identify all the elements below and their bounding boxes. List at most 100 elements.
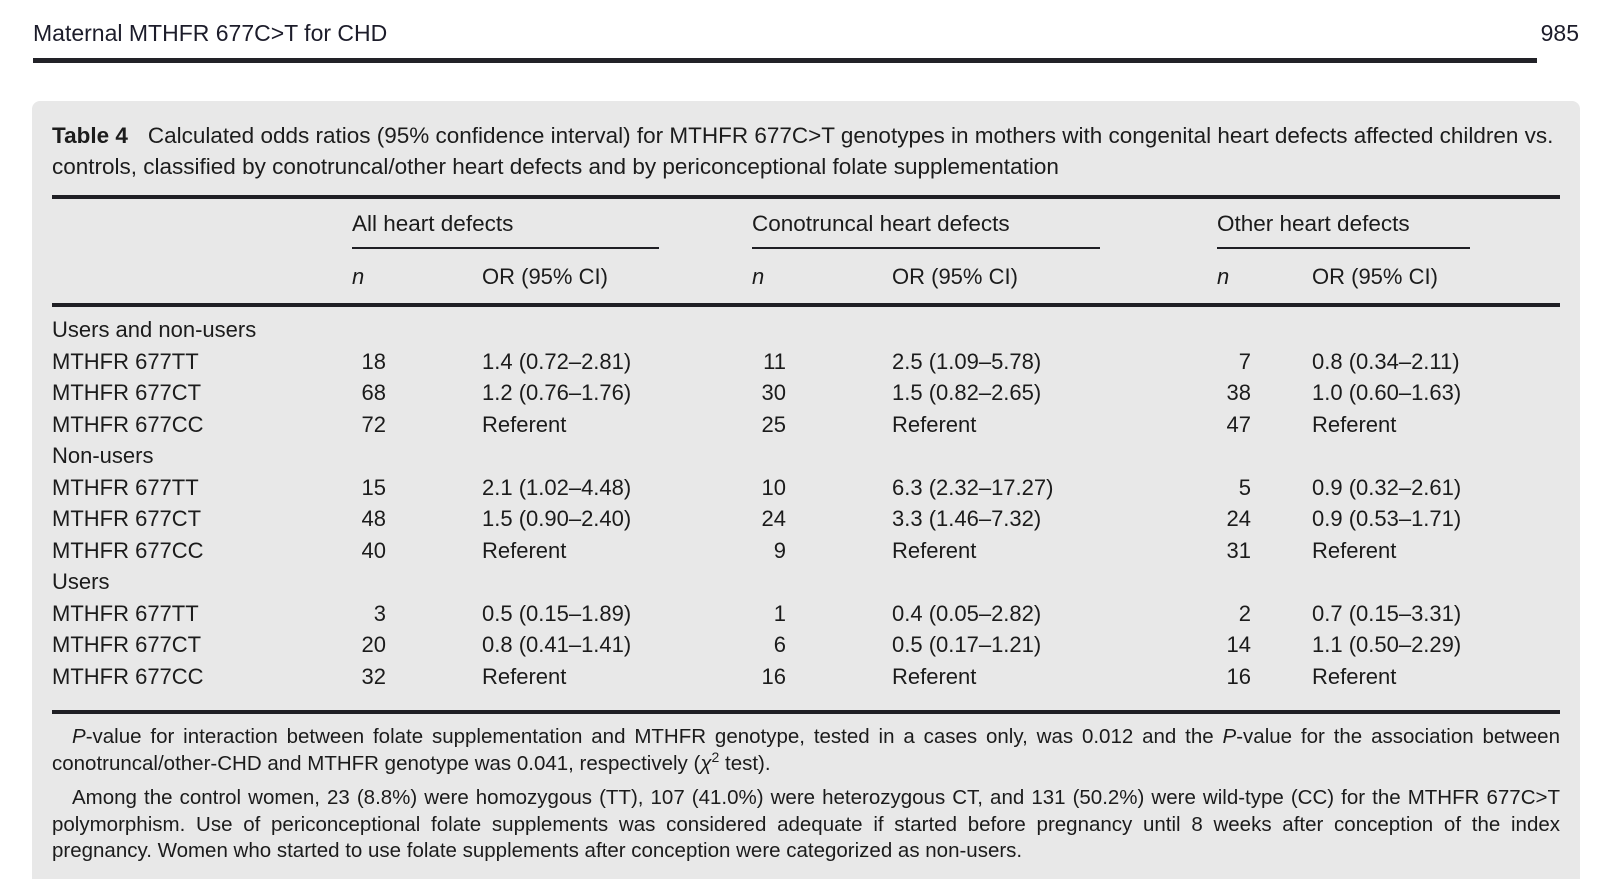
- cell-or-all: Referent: [482, 663, 567, 689]
- cell-or-all: 2.1 (1.02–4.48): [482, 474, 632, 500]
- cell-or-other: 0.7 (0.15–3.31): [1312, 600, 1462, 626]
- chi-superscript: 2: [711, 748, 720, 765]
- cell-n-other: 47: [1226, 411, 1251, 437]
- header-or-other: OR (95% CI): [1312, 264, 1438, 289]
- cell-n-all: 18: [361, 348, 386, 374]
- cell-or-all: 1.5 (0.90–2.40): [482, 506, 632, 531]
- header-n-conotruncal: n: [752, 264, 765, 289]
- cell-or-other: 1.1 (0.50–2.29): [1312, 632, 1462, 657]
- empty-corner-cell: [52, 197, 352, 249]
- column-group-header-row: All heart defects Conotruncal heart defe…: [52, 197, 1560, 249]
- group-label: Users and non-users: [52, 317, 257, 342]
- cell-n-conotruncal: 30: [761, 380, 786, 405]
- cell-or-all: 0.5 (0.15–1.89): [482, 600, 632, 626]
- header-or-all: OR (95% CI): [482, 264, 608, 289]
- cell-or-other: 0.9 (0.53–1.71): [1312, 506, 1462, 531]
- cell-or-all: Referent: [482, 537, 567, 563]
- header-n-other: n: [1217, 264, 1230, 289]
- table-row: MTHFR 677TT 18 1.4 (0.72–2.81) 11 2.5 (1…: [52, 346, 1560, 378]
- row-label: MTHFR 677CC: [52, 411, 204, 437]
- running-head-title: Maternal MTHFR 677C>T for CHD: [33, 20, 388, 46]
- cell-n-other: 31: [1226, 537, 1251, 563]
- cell-n-all: 72: [361, 411, 386, 437]
- italic-p: P: [72, 725, 86, 748]
- cell-n-all: 40: [361, 537, 386, 563]
- cell-n-other: 7: [1238, 348, 1251, 374]
- group-header-row-users-and-non-users: Users and non-users: [52, 305, 1560, 346]
- cell-n-all: 32: [361, 663, 386, 689]
- cell-or-conotruncal: 1.5 (0.82–2.65): [892, 380, 1042, 405]
- running-header: Maternal MTHFR 677C>T for CHD 985: [0, 0, 1612, 47]
- cell-or-conotruncal: 0.4 (0.05–2.82): [892, 600, 1042, 626]
- cell-n-other: 38: [1226, 380, 1251, 405]
- cell-n-conotruncal: 24: [761, 506, 786, 531]
- row-label: MTHFR 677CC: [52, 537, 204, 563]
- cell-n-conotruncal: 25: [761, 411, 786, 437]
- cell-or-other: 0.8 (0.34–2.11): [1312, 348, 1460, 374]
- row-label: MTHFR 677TT: [52, 348, 199, 374]
- cell-n-other: 14: [1226, 632, 1251, 657]
- table-row: MTHFR 677CC 40 Referent 9 Referent 31 Re…: [52, 535, 1560, 567]
- row-label: MTHFR 677TT: [52, 600, 199, 626]
- cell-n-other: 2: [1238, 600, 1251, 626]
- row-label: MTHFR 677CT: [52, 380, 202, 405]
- header-rule: [33, 58, 1537, 63]
- cell-or-other: 1.0 (0.60–1.63): [1312, 380, 1462, 405]
- group-label: Users: [52, 569, 110, 594]
- table-row: MTHFR 677CT 48 1.5 (0.90–2.40) 24 3.3 (1…: [52, 503, 1560, 535]
- cell-or-conotruncal: Referent: [892, 537, 977, 563]
- cell-or-all: 1.4 (0.72–2.81): [482, 348, 632, 374]
- cell-or-all: Referent: [482, 411, 567, 437]
- table-caption-text: Calculated odds ratios (95% confidence i…: [52, 123, 1554, 179]
- cell-or-conotruncal: 6.3 (2.32–17.27): [892, 474, 1054, 500]
- cell-or-conotruncal: 2.5 (1.09–5.78): [892, 348, 1042, 374]
- column-group-conotruncal: Conotruncal heart defects: [752, 197, 1217, 249]
- page-number: 985: [1540, 20, 1579, 46]
- footnote-pvalue: P-value for interaction between folate s…: [52, 725, 1560, 775]
- row-label: MTHFR 677CT: [52, 632, 202, 657]
- cell-or-conotruncal: Referent: [892, 411, 977, 437]
- group-header-row-users: Users: [52, 566, 1560, 598]
- footnote-controls: Among the control women, 23 (8.8%) were …: [52, 786, 1560, 862]
- row-label: MTHFR 677CC: [52, 663, 204, 689]
- cell-n-conotruncal: 1: [773, 600, 786, 626]
- table-panel: Table 4 Calculated odds ratios (95% confi…: [32, 101, 1580, 879]
- cell-n-all: 15: [361, 474, 386, 500]
- empty-corner-cell: [52, 249, 352, 305]
- column-group-other: Other heart defects: [1217, 197, 1560, 249]
- table-footnotes: P-value for interaction between folate s…: [52, 724, 1560, 865]
- cell-or-other: Referent: [1312, 411, 1397, 437]
- cell-n-all: 20: [361, 632, 386, 657]
- italic-p: P: [1222, 725, 1237, 748]
- cell-or-other: Referent: [1312, 663, 1397, 689]
- cell-n-all: 3: [373, 600, 386, 626]
- table-caption: Table 4 Calculated odds ratios (95% confi…: [52, 120, 1560, 182]
- cell-or-all: 0.8 (0.41–1.41): [482, 632, 632, 657]
- row-label: MTHFR 677TT: [52, 474, 199, 500]
- column-group-all: All heart defects: [352, 197, 752, 249]
- odds-ratio-table: All heart defects Conotruncal heart defe…: [52, 195, 1561, 714]
- cell-or-other: 0.9 (0.32–2.61): [1312, 474, 1462, 500]
- cell-or-conotruncal: 3.3 (1.46–7.32): [892, 506, 1042, 531]
- chi-symbol: χ: [700, 751, 712, 775]
- cell-or-conotruncal: Referent: [892, 663, 977, 689]
- table-row: MTHFR 677TT 15 2.1 (1.02–4.48) 10 6.3 (2…: [52, 472, 1560, 504]
- header-n-all: n: [352, 264, 365, 289]
- sub-header-row: n OR (95% CI) n OR (95% CI) n OR (95% CI…: [52, 249, 1561, 305]
- cell-n-conotruncal: 16: [761, 663, 786, 689]
- row-label: MTHFR 677CT: [52, 506, 202, 531]
- cell-n-other: 5: [1238, 474, 1251, 500]
- group-header-row-non-users: Non-users: [52, 440, 1560, 472]
- cell-n-conotruncal: 10: [761, 474, 786, 500]
- cell-or-conotruncal: 0.5 (0.17–1.21): [892, 632, 1042, 657]
- cell-n-other: 24: [1226, 506, 1251, 531]
- table-row: MTHFR 677CC 72 Referent 25 Referent 47 R…: [52, 409, 1560, 441]
- table-row: MTHFR 677CT 20 0.8 (0.41–1.41) 6 0.5 (0.…: [52, 629, 1560, 661]
- cell-n-other: 16: [1226, 663, 1251, 689]
- header-or-conotruncal: OR (95% CI): [892, 264, 1018, 289]
- cell-n-all: 48: [361, 506, 386, 531]
- table-row: MTHFR 677CT 68 1.2 (0.76–1.76) 30 1.5 (0…: [52, 377, 1560, 409]
- group-label: Non-users: [52, 443, 154, 468]
- cell-n-all: 68: [361, 380, 386, 405]
